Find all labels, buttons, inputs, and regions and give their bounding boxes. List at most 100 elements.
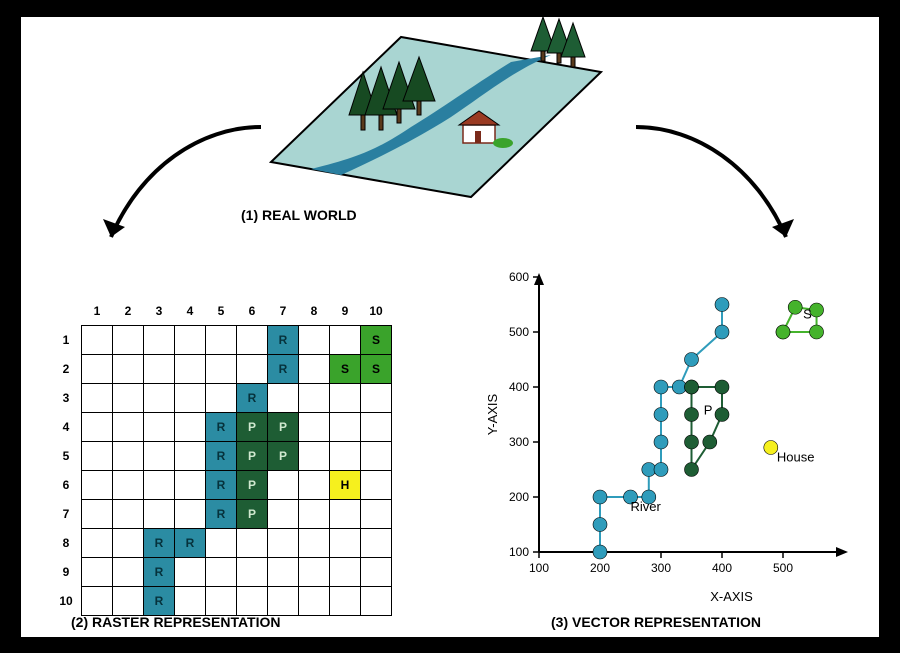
pine-node bbox=[685, 462, 699, 476]
raster-cell bbox=[175, 383, 206, 412]
raster-cell bbox=[268, 383, 299, 412]
raster-cell bbox=[268, 586, 299, 615]
raster-cell bbox=[206, 586, 237, 615]
raster-cell bbox=[361, 412, 392, 441]
raster-cell bbox=[237, 325, 268, 354]
spruce-node bbox=[810, 325, 824, 339]
caption-raster: (2) RASTER REPRESENTATION bbox=[71, 614, 281, 630]
raster-cell bbox=[113, 325, 144, 354]
raster-cell bbox=[144, 412, 175, 441]
raster-cell bbox=[82, 470, 113, 499]
raster-cell bbox=[113, 528, 144, 557]
y-tick-label: 300 bbox=[509, 435, 529, 449]
raster-cell bbox=[206, 557, 237, 586]
raster-cell bbox=[113, 586, 144, 615]
pine-line bbox=[692, 387, 723, 470]
river-node bbox=[715, 297, 729, 311]
raster-cell: R bbox=[206, 441, 237, 470]
raster-cell: R bbox=[237, 383, 268, 412]
x-tick-label: 500 bbox=[773, 561, 793, 575]
raster-cell bbox=[175, 470, 206, 499]
raster-cell bbox=[175, 325, 206, 354]
raster-cell bbox=[237, 557, 268, 586]
y-tick-label: 400 bbox=[509, 380, 529, 394]
raster-row-header: 9 bbox=[51, 557, 82, 586]
raster-cell: S bbox=[361, 325, 392, 354]
raster-cell bbox=[113, 557, 144, 586]
raster-col-header: 1 bbox=[82, 297, 113, 326]
raster-cell bbox=[361, 441, 392, 470]
raster-cell bbox=[206, 325, 237, 354]
house-node bbox=[764, 440, 778, 454]
raster-cell bbox=[330, 441, 361, 470]
raster-cell: P bbox=[237, 412, 268, 441]
raster-cell: S bbox=[330, 354, 361, 383]
raster-grid: 123456789101RS2RSS3R4RPP5RPP6RPH7RP8RR9R… bbox=[51, 297, 392, 616]
raster-cell bbox=[361, 470, 392, 499]
raster-cell bbox=[113, 412, 144, 441]
raster-cell bbox=[82, 528, 113, 557]
y-axis-arrow bbox=[534, 273, 544, 285]
raster-cell bbox=[113, 470, 144, 499]
x-tick-label: 300 bbox=[651, 561, 671, 575]
raster-cell bbox=[299, 383, 330, 412]
raster-cell bbox=[175, 441, 206, 470]
raster-cell bbox=[113, 499, 144, 528]
raster-cell bbox=[113, 354, 144, 383]
pine-label: P bbox=[704, 402, 713, 417]
x-axis-label: X-AXIS bbox=[710, 589, 753, 604]
raster-cell bbox=[82, 557, 113, 586]
x-tick-label: 100 bbox=[529, 561, 549, 575]
river-node bbox=[715, 325, 729, 339]
raster-cell bbox=[206, 354, 237, 383]
pine-node bbox=[685, 435, 699, 449]
raster-cell bbox=[330, 499, 361, 528]
raster-cell: R bbox=[268, 325, 299, 354]
raster-cell bbox=[299, 325, 330, 354]
raster-cell bbox=[82, 499, 113, 528]
raster-row-header: 3 bbox=[51, 383, 82, 412]
x-tick-label: 200 bbox=[590, 561, 610, 575]
raster-col-header: 4 bbox=[175, 297, 206, 326]
raster-cell: P bbox=[237, 441, 268, 470]
raster-row-header: 10 bbox=[51, 586, 82, 615]
raster-col-header: 9 bbox=[330, 297, 361, 326]
raster-cell bbox=[361, 383, 392, 412]
raster-row-header: 2 bbox=[51, 354, 82, 383]
raster-cell: P bbox=[237, 470, 268, 499]
raster-cell bbox=[299, 412, 330, 441]
river-node bbox=[593, 517, 607, 531]
raster-cell bbox=[144, 470, 175, 499]
raster-cell bbox=[268, 499, 299, 528]
raster-cell bbox=[268, 528, 299, 557]
raster-cell: R bbox=[144, 528, 175, 557]
river-node bbox=[593, 545, 607, 559]
raster-panel: 123456789101RS2RSS3R4RPP5RPP6RPH7RP8RR9R… bbox=[51, 297, 392, 616]
raster-cell: R bbox=[144, 586, 175, 615]
diagram-page: (1) REAL WORLD 123456789101RS2RSS3R4RPP5… bbox=[21, 17, 879, 637]
raster-cell: S bbox=[361, 354, 392, 383]
raster-col-header: 3 bbox=[144, 297, 175, 326]
raster-cell: R bbox=[175, 528, 206, 557]
river-node bbox=[654, 462, 668, 476]
caption-real-world: (1) REAL WORLD bbox=[241, 207, 357, 223]
raster-cell bbox=[299, 470, 330, 499]
raster-cell bbox=[299, 354, 330, 383]
pine-node bbox=[685, 407, 699, 421]
raster-cell bbox=[113, 383, 144, 412]
raster-row-header: 5 bbox=[51, 441, 82, 470]
raster-cell bbox=[82, 441, 113, 470]
raster-cell bbox=[330, 412, 361, 441]
raster-cell: P bbox=[268, 441, 299, 470]
raster-cell bbox=[237, 528, 268, 557]
river-line bbox=[600, 304, 722, 552]
raster-cell bbox=[206, 383, 237, 412]
caption-vector: (3) VECTOR REPRESENTATION bbox=[551, 614, 761, 630]
house-label: House bbox=[777, 449, 815, 464]
raster-cell bbox=[144, 499, 175, 528]
raster-cell bbox=[175, 557, 206, 586]
river-node bbox=[654, 435, 668, 449]
raster-cell bbox=[299, 441, 330, 470]
spruce-node bbox=[776, 325, 790, 339]
raster-row-header: 6 bbox=[51, 470, 82, 499]
